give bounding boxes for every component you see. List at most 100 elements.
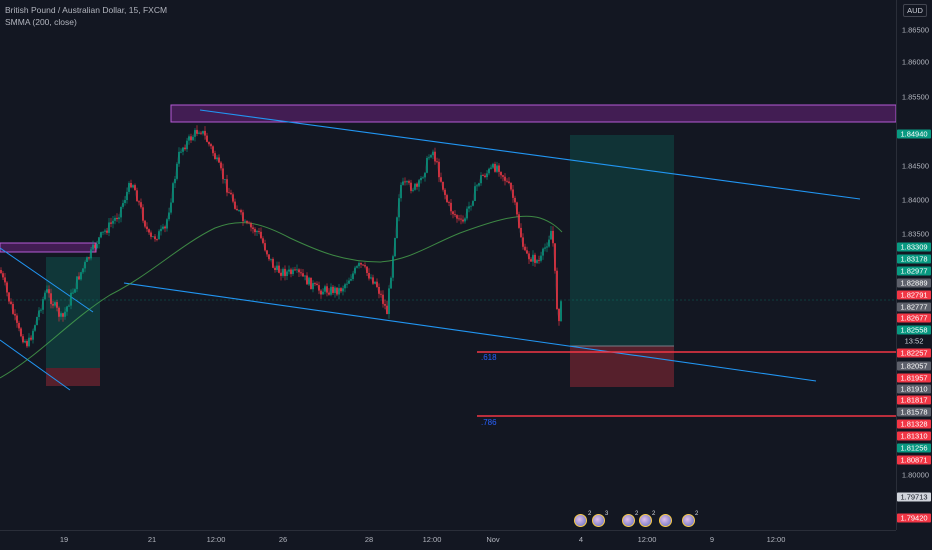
candle-body [460,218,462,220]
supply-zone-left[interactable] [0,242,97,253]
position-loss-right[interactable] [570,346,674,387]
candle-body [524,246,526,251]
candle-body [442,181,444,190]
price-tick: 1.83500 [901,229,929,239]
candle-body [246,220,248,223]
candle-body [312,283,314,290]
supply-zone-upper[interactable] [170,104,896,123]
candle-body [46,289,48,293]
candle-body [126,191,128,200]
candle-body [186,140,188,150]
event-count: 3 [605,511,609,517]
candle-body [18,322,20,329]
candle-body [398,198,400,218]
candle-body [250,223,252,228]
candle-body [512,189,514,198]
event-icon[interactable] [574,514,587,527]
candle-body [272,258,274,268]
price-tag: 1.82677 [897,313,931,323]
candle-body [440,177,442,182]
candle-body [170,202,172,213]
time-tick: 4 [578,535,584,544]
price-tag: 1.83178 [897,254,931,264]
candle-body [282,268,284,276]
candle-body [526,250,528,254]
event-icon[interactable] [639,514,652,527]
candle-body [286,271,288,276]
candle-body [254,228,256,233]
candle-body [558,309,560,322]
candle-body [400,184,402,199]
candlesticks[interactable] [0,125,562,348]
candle-body [22,336,24,343]
candle-body [314,283,316,284]
chart-canvas[interactable] [0,0,896,530]
time-tick: 26 [278,535,288,544]
candle-body [192,136,194,141]
candle-body [544,247,546,249]
candle-body [10,301,12,304]
channel-lower-line[interactable] [123,282,817,382]
candle-body [326,286,328,293]
candle-body [264,243,266,251]
candle-body [320,290,322,295]
time-tick: 19 [59,535,69,544]
candle-body [356,266,358,268]
candle-body [444,189,446,196]
candle-body [428,157,430,159]
candle-body [292,269,294,275]
event-icon[interactable] [592,514,605,527]
candle-body [184,147,186,150]
time-axis[interactable]: 19 21 12:00 26 28 12:00 Nov 4 12:00 9 12… [0,530,896,550]
indicator-legend[interactable]: SMMA (200, close) [5,17,77,27]
price-axis[interactable]: AUD 1.86500 1.86000 1.85500 1.84500 1.84… [896,0,932,530]
candle-body [304,275,306,277]
candle-body [348,280,350,284]
time-tick: 12:00 [206,535,226,544]
candle-body [64,311,66,317]
candle-body [302,273,304,277]
trendline-left-b[interactable] [0,339,71,391]
candle-body [368,273,370,279]
trendline-left-a[interactable] [0,247,94,313]
candle-body [336,287,338,295]
candle-body [370,277,372,279]
price-tag: 1.84940 [897,129,931,139]
candle-body [380,293,382,295]
candle-body [150,232,152,237]
candle-body [556,270,558,309]
candle-body [560,301,562,322]
position-profit-right[interactable] [570,135,674,346]
currency-badge[interactable]: AUD [903,4,927,17]
candle-body [350,279,352,281]
candle-body [480,175,482,184]
candle-body [42,299,44,310]
candle-body [110,222,112,224]
position-loss-left[interactable] [46,368,100,386]
event-count: 2 [635,511,639,517]
candle-body [136,190,138,202]
channel-upper-line[interactable] [199,109,861,200]
candle-body [158,231,160,240]
price-tag: 1.82889 [897,278,931,288]
candle-body [334,287,336,293]
candle-body [554,243,556,271]
candle-body [134,185,136,191]
candle-body [40,309,42,311]
candle-body [116,217,118,220]
time-tick: 12:00 [637,535,657,544]
candle-body [164,226,166,229]
candle-body [478,183,480,186]
candle-body [396,217,398,238]
candle-body [162,226,164,229]
event-icon[interactable] [622,514,635,527]
position-profit-left[interactable] [46,257,100,368]
candle-body [298,269,300,273]
symbol-legend[interactable]: British Pound / Australian Dollar, 15, F… [5,5,168,15]
candle-body [210,144,212,147]
event-icon[interactable] [659,514,672,527]
candle-body [490,167,492,169]
price-tag: 1.79713 [897,492,931,502]
candle-body [344,284,346,289]
event-icon[interactable] [682,514,695,527]
